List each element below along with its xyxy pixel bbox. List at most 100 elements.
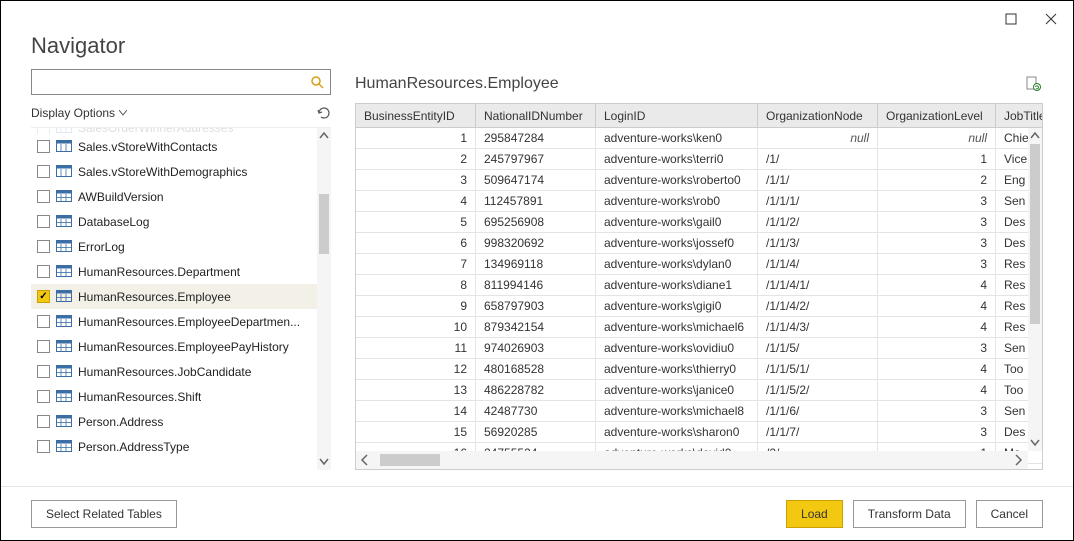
tree-item-checkbox[interactable] xyxy=(37,440,50,453)
scroll-down-icon[interactable] xyxy=(1028,435,1042,451)
tree-item[interactable]: Person.AddressType xyxy=(31,434,317,459)
scroll-left-icon[interactable] xyxy=(356,451,374,469)
search-box[interactable] xyxy=(31,69,331,95)
grid-cell: 14 xyxy=(356,401,476,422)
grid-cell: adventure-works\janice0 xyxy=(596,380,758,401)
grid-cell: 4 xyxy=(878,275,996,296)
scroll-up-icon[interactable] xyxy=(1028,128,1042,144)
tree-item-label: SalesOrderWinnerAddresses xyxy=(78,128,233,134)
grid-cell: /1/1/5/1/ xyxy=(758,359,878,380)
column-header[interactable]: NationalIDNumber xyxy=(476,104,596,128)
maximize-icon xyxy=(1005,13,1017,25)
search-input[interactable] xyxy=(32,70,304,94)
display-options: Display Options xyxy=(31,101,331,125)
transform-data-button[interactable]: Transform Data xyxy=(853,500,966,528)
tree-item[interactable]: HumanResources.EmployeePayHistory xyxy=(31,334,317,359)
scroll-right-icon[interactable] xyxy=(1010,451,1028,469)
tree-item[interactable]: HumanResources.JobCandidate xyxy=(31,359,317,384)
grid-cell: adventure-works\ken0 xyxy=(596,128,758,149)
tree-item-label: DatabaseLog xyxy=(78,215,149,229)
load-button[interactable]: Load xyxy=(786,500,843,528)
tree-item[interactable]: AWBuildVersion xyxy=(31,184,317,209)
grid-cell: 3 xyxy=(878,212,996,233)
view-icon xyxy=(56,140,72,154)
refresh-tree-button[interactable] xyxy=(317,106,331,120)
grid-cell: 509647174 xyxy=(476,170,596,191)
search-button[interactable] xyxy=(304,70,330,94)
select-related-tables-button[interactable]: Select Related Tables xyxy=(31,500,177,528)
tree-item-checkbox[interactable] xyxy=(37,140,50,153)
tree-item[interactable]: HumanResources.Shift xyxy=(31,384,317,409)
grid-cell: adventure-works\ovidiu0 xyxy=(596,338,758,359)
column-header[interactable]: JobTitle xyxy=(996,104,1043,128)
column-header[interactable]: OrganizationNode xyxy=(758,104,878,128)
refresh-icon xyxy=(317,106,331,120)
close-icon xyxy=(1045,13,1057,25)
grid-cell: 3 xyxy=(878,191,996,212)
tree-item-checkbox[interactable] xyxy=(37,165,50,178)
table-icon xyxy=(56,215,72,229)
tree-item-checkbox[interactable]: ✓ xyxy=(37,290,50,303)
grid-cell: /1/1/7/ xyxy=(758,422,878,443)
tree-item-checkbox[interactable] xyxy=(37,265,50,278)
scroll-up-icon[interactable] xyxy=(317,128,331,144)
grid-cell: 4 xyxy=(878,296,996,317)
grid-cell: 974026903 xyxy=(476,338,596,359)
grid-cell: 295847284 xyxy=(476,128,596,149)
column-header[interactable]: OrganizationLevel xyxy=(878,104,996,128)
grid-cell: null xyxy=(758,128,878,149)
tree-item-checkbox[interactable] xyxy=(37,128,50,134)
tree-item[interactable]: Person.Address xyxy=(31,409,317,434)
column-header[interactable]: LoginID xyxy=(596,104,758,128)
grid-cell: 658797903 xyxy=(476,296,596,317)
grid-cell: 15 xyxy=(356,422,476,443)
cancel-button[interactable]: Cancel xyxy=(976,500,1043,528)
tree-item[interactable]: SalesOrderWinnerAddresses xyxy=(31,128,317,134)
tree-item[interactable]: HumanResources.EmployeeDepartmen... xyxy=(31,309,317,334)
tree-item[interactable]: DatabaseLog xyxy=(31,209,317,234)
tree-item-checkbox[interactable] xyxy=(37,390,50,403)
grid-cell: 2 xyxy=(878,170,996,191)
tree-item-checkbox[interactable] xyxy=(37,240,50,253)
table-icon xyxy=(56,415,72,429)
grid-cell: /1/1/5/ xyxy=(758,338,878,359)
grid-vscroll-thumb[interactable] xyxy=(1030,144,1040,324)
tree-item[interactable]: Sales.vStoreWithDemographics xyxy=(31,159,317,184)
grid-horizontal-scrollbar[interactable] xyxy=(356,451,1028,469)
display-options-dropdown[interactable]: Display Options xyxy=(31,106,127,120)
tree-item-checkbox[interactable] xyxy=(37,190,50,203)
view-icon xyxy=(56,128,72,134)
scroll-down-icon[interactable] xyxy=(317,454,331,470)
tree-item-label: Person.Address xyxy=(78,415,163,429)
tree-item-label: ErrorLog xyxy=(78,240,125,254)
grid-cell: /1/1/4/1/ xyxy=(758,275,878,296)
tree-item-checkbox[interactable] xyxy=(37,340,50,353)
tree-item[interactable]: ✓HumanResources.Employee xyxy=(31,284,317,309)
maximize-button[interactable] xyxy=(997,5,1025,33)
navigator-dialog: Navigator Display Options SalesOrderWinn xyxy=(0,0,1074,541)
grid-cell: 4 xyxy=(356,191,476,212)
tree-item-checkbox[interactable] xyxy=(37,315,50,328)
table-icon xyxy=(56,190,72,204)
close-button[interactable] xyxy=(1037,5,1065,33)
preview-refresh-icon xyxy=(1025,76,1041,92)
grid-hscroll-thumb[interactable] xyxy=(380,454,440,466)
tree-item[interactable]: HumanResources.Department xyxy=(31,259,317,284)
tree-item-label: AWBuildVersion xyxy=(78,190,164,204)
tree-item[interactable]: ErrorLog xyxy=(31,234,317,259)
tree-item-checkbox[interactable] xyxy=(37,365,50,378)
grid-vertical-scrollbar[interactable] xyxy=(1028,128,1042,451)
grid-cell: 6 xyxy=(356,233,476,254)
tree-item-checkbox[interactable] xyxy=(37,415,50,428)
preview-refresh-button[interactable] xyxy=(1023,74,1043,94)
tree-item[interactable]: Sales.vStoreWithContacts xyxy=(31,134,317,159)
tree-scrollbar[interactable] xyxy=(317,128,331,470)
grid-cell: 13 xyxy=(356,380,476,401)
column-header[interactable]: BusinessEntityID xyxy=(356,104,476,128)
grid-cell: adventure-works\dylan0 xyxy=(596,254,758,275)
tree-item-checkbox[interactable] xyxy=(37,215,50,228)
table-icon xyxy=(56,240,72,254)
table-icon xyxy=(56,290,72,304)
grid-cell: 480168528 xyxy=(476,359,596,380)
tree-scroll-thumb[interactable] xyxy=(319,194,329,254)
